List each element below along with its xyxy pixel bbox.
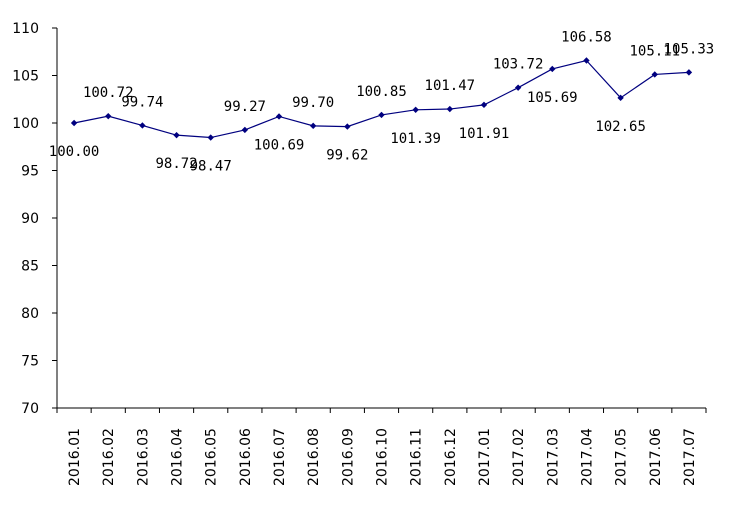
x-tick-label: 2017.07	[682, 428, 698, 486]
data-label: 105.33	[664, 41, 715, 57]
x-tick-label: 2016.11	[409, 428, 425, 486]
data-label: 106.58	[561, 29, 612, 45]
x-tick-label: 2016.01	[67, 428, 83, 486]
data-label: 101.91	[459, 126, 510, 142]
data-point	[275, 113, 283, 120]
y-tick-label: 70	[21, 401, 39, 417]
x-tick-label: 2016.07	[272, 428, 288, 486]
x-tick-label: 2016.04	[170, 428, 186, 486]
x-tick-label: 2016.09	[340, 428, 356, 486]
data-label: 99.70	[292, 95, 334, 111]
x-axis-ticks: 2016.01 2016.02 2016.03 2016.04 2016.05 2016.…	[56, 408, 707, 486]
data-point	[480, 101, 488, 109]
data-label: 101.47	[425, 78, 476, 94]
data-label: 98.47	[190, 159, 232, 175]
x-tick-label: 2017.03	[545, 428, 561, 486]
data-point	[173, 131, 180, 139]
data-label: 103.72	[493, 57, 544, 73]
x-tick-label: 2017.02	[511, 428, 527, 486]
y-tick-label: 80	[21, 306, 39, 322]
data-label: 105.69	[527, 90, 578, 106]
data-point	[344, 123, 351, 130]
x-tick-label: 2016.02	[101, 428, 117, 486]
y-tick-label: 85	[21, 259, 39, 275]
y-tick-label: 110	[12, 21, 39, 37]
data-label: 98.72	[155, 156, 197, 172]
y-tick-label: 75	[21, 354, 39, 370]
data-label: 99.27	[224, 99, 266, 115]
data-point	[514, 84, 522, 91]
x-tick-label: 2016.06	[238, 428, 254, 486]
x-tick-label: 2016.12	[443, 428, 459, 486]
series-group	[70, 57, 693, 141]
x-tick-label: 2017.06	[648, 428, 664, 486]
data-point	[70, 119, 78, 127]
data-point	[207, 134, 214, 141]
x-tick-label: 2017.01	[477, 428, 493, 486]
data-label: 101.39	[390, 131, 441, 147]
data-point	[583, 57, 590, 64]
data-point	[617, 94, 624, 102]
data-point	[309, 122, 317, 130]
data-label: 99.62	[326, 148, 368, 164]
data-label: 102.65	[595, 119, 646, 135]
data-point	[446, 105, 454, 113]
x-tick-label: 2016.08	[306, 428, 322, 486]
data-label: 105.11	[629, 43, 680, 59]
y-tick-label: 105	[12, 69, 39, 85]
y-tick-label: 100	[12, 116, 39, 132]
data-point	[412, 106, 419, 113]
x-tick-label: 2017.05	[614, 428, 630, 486]
data-point	[685, 69, 693, 76]
data-label: 100.69	[254, 137, 305, 153]
data-point	[651, 71, 658, 78]
y-tick-label: 95	[21, 164, 39, 180]
x-tick-label: 2016.03	[135, 428, 151, 486]
data-label: 100.85	[356, 84, 407, 100]
y-tick-label: 90	[21, 211, 39, 227]
x-tick-label: 2016.10	[375, 428, 391, 486]
x-tick-label: 2017.04	[579, 428, 595, 486]
x-tick-label: 2016.05	[204, 428, 220, 486]
data-point	[139, 122, 146, 129]
data-label: 99.74	[121, 94, 163, 110]
data-point	[241, 126, 249, 134]
y-axis-ticks: 70 75 80 85 90 95 100 105 110	[12, 21, 57, 417]
data-point	[378, 111, 385, 119]
data-label: 100.72	[83, 85, 134, 101]
data-point	[105, 112, 112, 120]
data-label: 100.00	[49, 144, 100, 160]
data-point	[549, 65, 556, 73]
